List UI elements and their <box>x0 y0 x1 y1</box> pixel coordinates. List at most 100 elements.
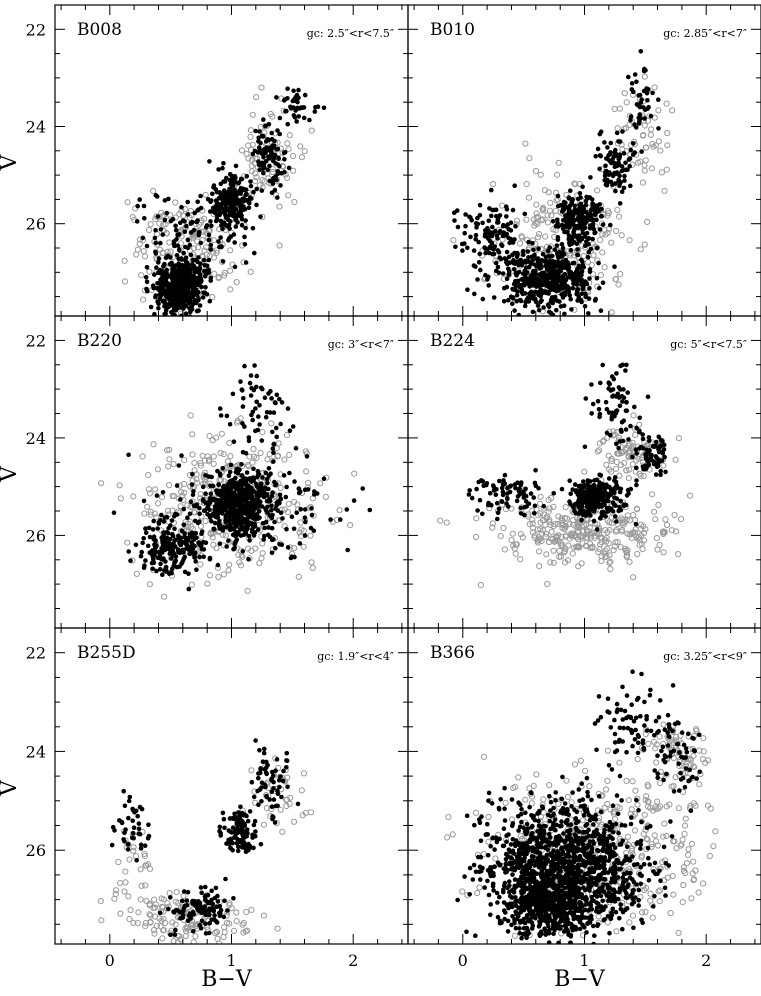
open-point <box>145 472 152 479</box>
filled-point <box>480 296 486 302</box>
filled-point <box>616 385 622 390</box>
open-point <box>594 448 601 455</box>
open-point <box>604 434 611 441</box>
filled-point <box>617 183 622 189</box>
filled-point <box>184 271 190 276</box>
filled-point <box>160 572 165 577</box>
open-point <box>655 138 663 145</box>
open-point <box>317 480 324 487</box>
filled-point <box>227 498 232 503</box>
filled-point <box>469 495 475 501</box>
filled-point <box>625 390 630 395</box>
open-point <box>584 535 591 542</box>
filled-point <box>583 291 588 297</box>
open-point <box>146 490 154 497</box>
open-point <box>154 466 161 473</box>
filled-point <box>617 154 623 160</box>
filled-point <box>506 254 512 260</box>
open-point <box>248 162 255 169</box>
filled-point <box>506 297 511 303</box>
open-point <box>617 271 624 278</box>
open-point <box>537 493 544 500</box>
filled-point <box>658 444 663 449</box>
open-point <box>246 453 253 460</box>
open-point <box>572 181 579 188</box>
filled-point <box>214 212 220 218</box>
filled-point <box>580 259 585 265</box>
filled-point <box>641 88 647 94</box>
open-point <box>576 544 583 551</box>
open-point <box>298 526 305 533</box>
filled-point <box>545 302 551 308</box>
filled-point <box>321 105 327 111</box>
filled-point <box>296 87 301 93</box>
filled-point <box>183 244 188 250</box>
filled-point <box>526 501 532 507</box>
filled-point <box>296 106 302 111</box>
open-point <box>544 219 552 226</box>
open-point <box>239 921 246 928</box>
open-point <box>639 179 647 186</box>
filled-point <box>269 508 274 513</box>
open-point <box>553 197 560 204</box>
filled-point <box>608 179 614 185</box>
filled-point <box>562 285 567 290</box>
filled-point <box>484 481 490 486</box>
open-point <box>604 529 611 536</box>
open-point <box>177 503 184 510</box>
filled-point <box>575 252 581 258</box>
open-point <box>517 556 524 563</box>
filled-point <box>302 507 308 512</box>
filled-point <box>218 204 223 209</box>
filled-point <box>593 209 598 215</box>
open-point <box>489 520 496 527</box>
filled-point <box>648 113 654 119</box>
open-point <box>501 546 508 553</box>
open-point <box>153 514 160 521</box>
open-point <box>548 528 555 535</box>
open-point <box>533 210 540 217</box>
filled-point <box>307 117 312 123</box>
open-point <box>538 537 545 545</box>
filled-point <box>587 495 592 501</box>
filled-point <box>602 140 607 145</box>
filled-point <box>280 516 285 521</box>
filled-point <box>153 251 159 256</box>
filled-point <box>622 178 627 183</box>
filled-point <box>158 517 163 523</box>
filled-point <box>158 561 163 567</box>
filled-point <box>590 401 596 407</box>
filled-point <box>628 114 634 119</box>
open-point <box>608 309 615 316</box>
open-point <box>619 146 626 153</box>
open-point <box>226 439 233 446</box>
open-point <box>568 532 576 539</box>
filled-point <box>271 450 276 456</box>
filled-point <box>209 223 214 229</box>
filled-point <box>609 416 614 422</box>
filled-point <box>151 549 156 554</box>
open-point <box>179 492 186 499</box>
filled-point <box>536 307 542 313</box>
filled-point <box>260 386 265 392</box>
filled-point <box>237 190 243 196</box>
open-point <box>537 500 544 507</box>
open-point <box>269 113 276 120</box>
filled-point <box>244 191 249 197</box>
filled-point <box>187 511 193 517</box>
filled-point <box>208 491 214 497</box>
filled-point <box>225 206 231 212</box>
open-point <box>160 927 167 934</box>
filled-point <box>249 493 254 499</box>
open-point <box>203 244 210 251</box>
filled-point <box>232 264 238 270</box>
filled-point <box>204 263 210 269</box>
filled-point <box>614 371 619 376</box>
filled-point <box>197 303 203 308</box>
filled-point <box>518 505 523 511</box>
open-point <box>229 261 236 268</box>
filled-point <box>156 256 162 261</box>
open-point <box>169 492 176 500</box>
filled-point <box>523 260 528 265</box>
